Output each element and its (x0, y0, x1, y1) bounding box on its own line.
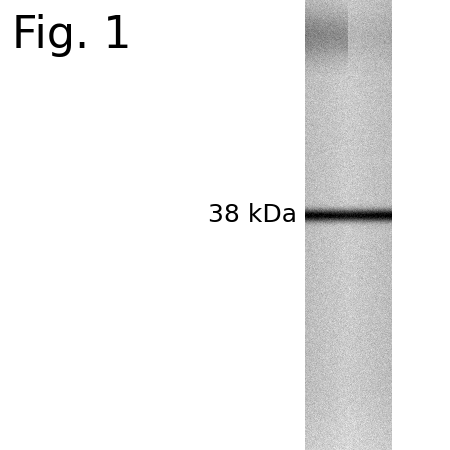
Text: Fig. 1: Fig. 1 (12, 14, 131, 57)
Text: 38 kDa: 38 kDa (208, 203, 297, 227)
